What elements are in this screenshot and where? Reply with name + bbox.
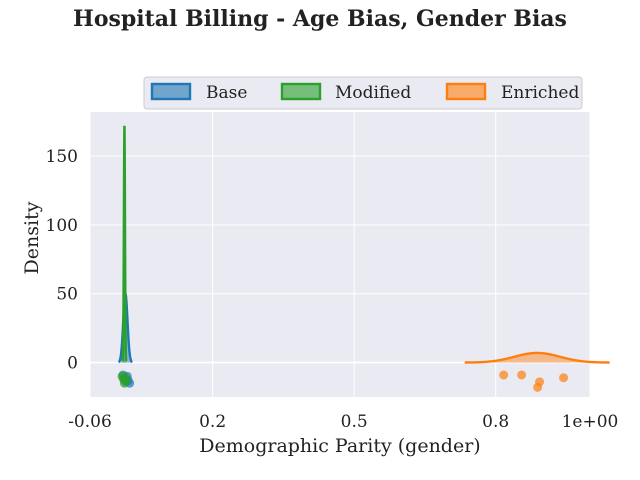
x-tick-label: 0.2 [199, 412, 226, 432]
y-axis-label: Density [21, 201, 43, 274]
y-axis-ticks: 0 50 100 150 [46, 147, 78, 374]
x-axis-label: Demographic Parity (gender) [199, 435, 480, 457]
y-tick-label: 50 [56, 285, 78, 305]
plot-area [90, 112, 590, 397]
x-tick-label: 0.8 [482, 412, 509, 432]
kde-line-modified [121, 125, 128, 362]
x-tick-label: -0.06 [68, 412, 112, 432]
series-modified [117, 125, 131, 388]
series-enriched [464, 351, 610, 392]
y-tick-label: 0 [67, 354, 78, 374]
legend-label-enriched: Enriched [501, 83, 579, 103]
point-enriched [535, 377, 545, 387]
x-tick-label: 1e+00 [562, 412, 619, 432]
legend-swatch-base [150, 82, 192, 101]
chart-title: Hospital Billing - Age Bias, Gender Bias [73, 6, 567, 32]
x-tick-label: 0.5 [341, 412, 368, 432]
series-layer [117, 125, 610, 392]
legend-swatch-enriched [445, 82, 487, 101]
point-enriched [517, 370, 527, 380]
y-tick-label: 150 [46, 147, 78, 167]
legend: Base Modified Enriched [143, 76, 583, 110]
point-enriched [499, 370, 509, 380]
legend-label-base: Base [206, 83, 247, 103]
grid-lines [89, 112, 591, 397]
x-axis-ticks: -0.06 0.2 0.5 0.8 1e+00 [68, 412, 618, 432]
legend-label-modified: Modified [335, 83, 411, 103]
point-enriched [559, 373, 569, 383]
point-modified [121, 375, 131, 385]
legend-swatch-modified [280, 82, 322, 101]
kde-line-enriched [464, 351, 610, 364]
y-tick-label: 100 [46, 216, 78, 236]
